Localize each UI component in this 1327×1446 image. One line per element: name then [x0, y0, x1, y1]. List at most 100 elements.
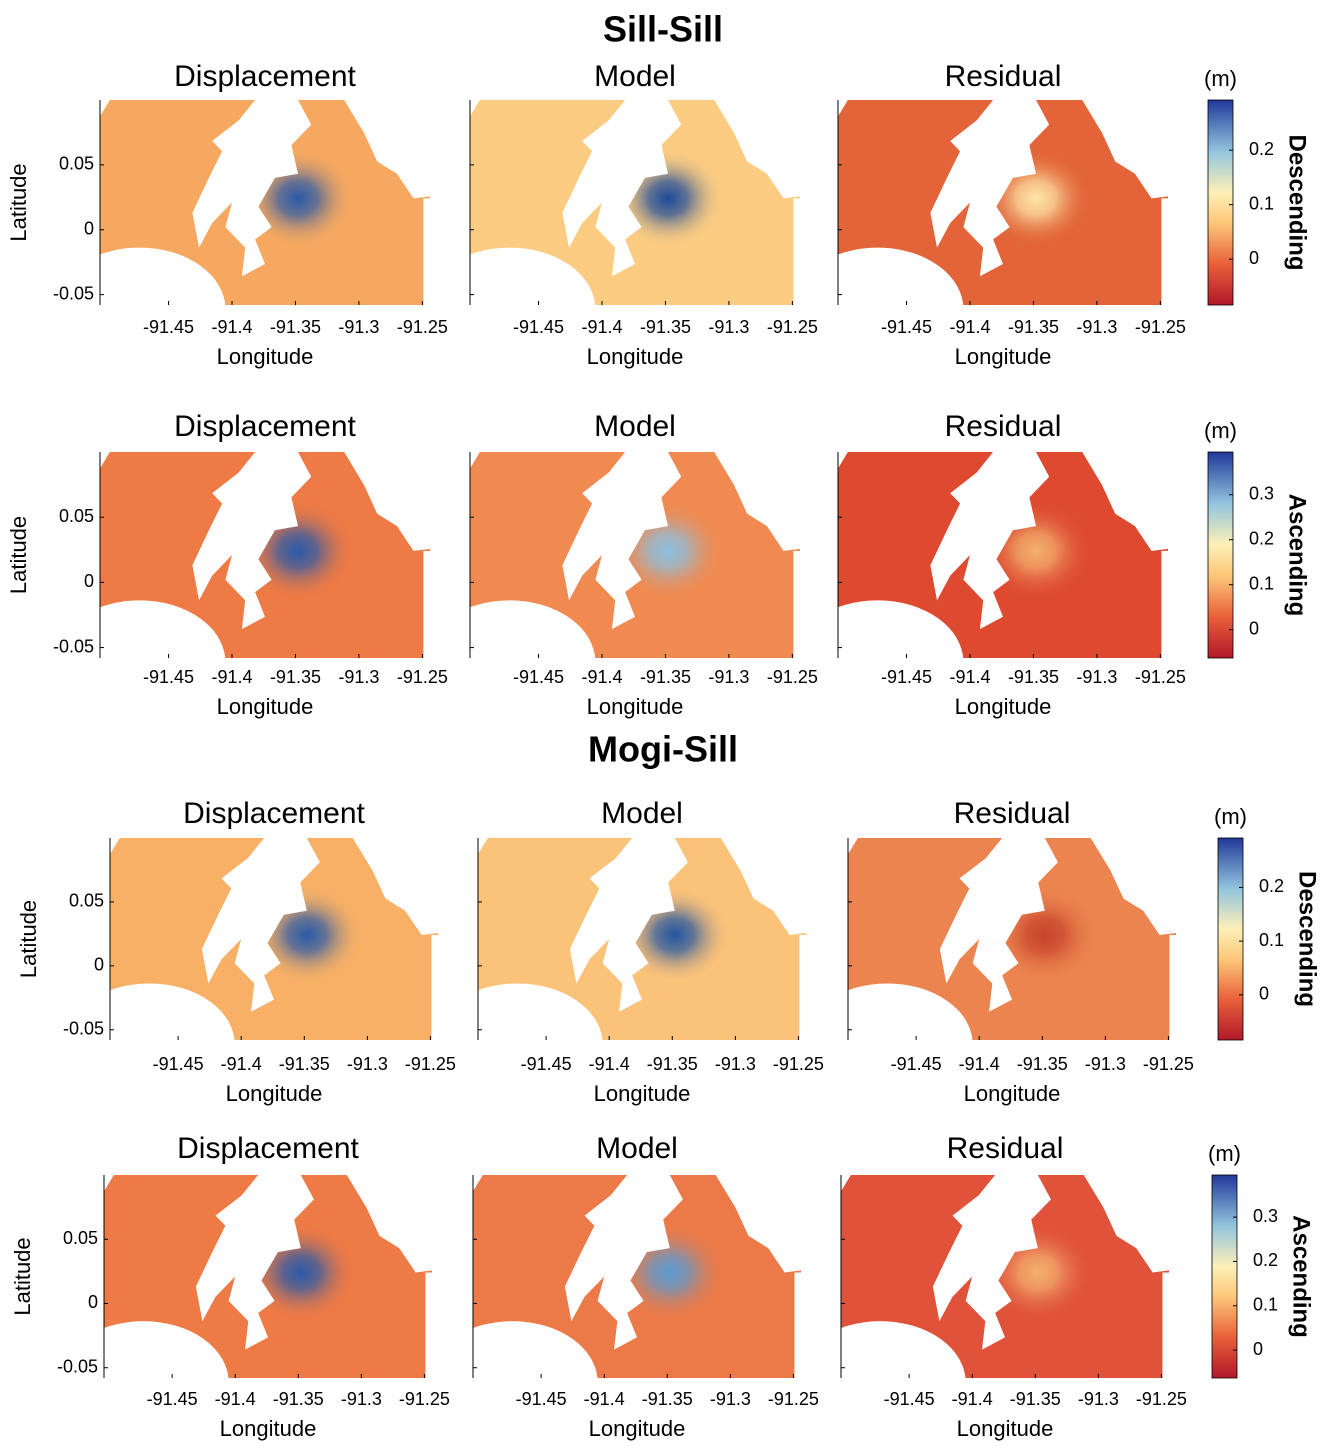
x-tick-label: -91.45 — [147, 1389, 198, 1409]
sea-mask — [795, 1321, 966, 1443]
x-tick-label: -91.4 — [949, 317, 990, 337]
y-tick-label: -0.05 — [53, 283, 94, 303]
x-tick-label: -91.4 — [949, 667, 990, 687]
colorbar-tick-label: 0 — [1259, 984, 1269, 1004]
colorbar-tick-label: 0.2 — [1249, 528, 1274, 548]
x-tick-label: -91.4 — [215, 1389, 256, 1409]
x-tick-label: -91.3 — [1078, 1389, 1119, 1409]
x-tick-label: -91.3 — [347, 1054, 388, 1074]
y-axis-label: Latitude — [6, 516, 31, 594]
x-tick-label: -91.45 — [143, 667, 194, 687]
x-tick-label: -91.4 — [589, 1054, 630, 1074]
panel-title: Residual — [945, 410, 1062, 443]
x-tick-label: -91.4 — [221, 1054, 262, 1074]
panel-title: Residual — [947, 1132, 1064, 1165]
sea-mask — [424, 600, 596, 724]
x-tick-label: -91.25 — [397, 667, 448, 687]
x-axis-label: Longitude — [587, 694, 684, 719]
x-tick-label: -91.3 — [338, 667, 379, 687]
sea-mask — [792, 600, 964, 724]
x-tick-label: -91.3 — [1076, 317, 1117, 337]
panel-title: Residual — [954, 797, 1071, 830]
x-tick-label: -91.25 — [1143, 1054, 1194, 1074]
y-tick-label: -0.05 — [57, 1356, 98, 1376]
orbit-label: Descending — [1294, 871, 1321, 1007]
colorbar — [1212, 1175, 1237, 1378]
colorbar-tick-label: 0.1 — [1249, 573, 1274, 593]
x-axis-label: Longitude — [220, 1416, 317, 1441]
x-tick-label: -91.3 — [1076, 667, 1117, 687]
colorbar-unit: (m) — [1204, 66, 1237, 91]
x-tick-label: -91.25 — [767, 667, 818, 687]
y-tick-label: 0.05 — [63, 1228, 98, 1248]
x-axis-label: Longitude — [955, 344, 1052, 369]
x-tick-label: -91.3 — [338, 317, 379, 337]
x-tick-label: -91.45 — [143, 317, 194, 337]
colorbar-tick-label: 0.2 — [1249, 139, 1274, 159]
sea-mask — [54, 600, 226, 724]
x-tick-label: -91.45 — [884, 1389, 935, 1409]
sea-mask — [54, 248, 226, 371]
y-tick-label: 0.05 — [59, 154, 94, 174]
x-tick-label: -91.35 — [1010, 1389, 1061, 1409]
x-tick-label: -91.35 — [270, 317, 321, 337]
y-axis-label: Latitude — [10, 1237, 35, 1315]
colorbar — [1208, 452, 1233, 658]
x-axis-label: Longitude — [955, 694, 1052, 719]
colorbar-tick-label: 0.3 — [1249, 483, 1274, 503]
colorbar-unit: (m) — [1204, 418, 1237, 443]
y-axis-label: Latitude — [6, 163, 31, 241]
colorbar — [1218, 838, 1243, 1040]
colorbar-tick-label: 0.2 — [1259, 876, 1284, 896]
panel-title: Displacement — [183, 797, 365, 830]
orbit-label: Ascending — [1284, 494, 1311, 617]
x-tick-label: -91.4 — [581, 667, 622, 687]
x-tick-label: -91.45 — [516, 1389, 567, 1409]
y-tick-label: 0.05 — [69, 891, 104, 911]
x-tick-label: -91.35 — [270, 667, 321, 687]
x-tick-label: -91.45 — [513, 667, 564, 687]
x-tick-label: -91.35 — [1017, 1054, 1068, 1074]
sea-mask — [64, 983, 235, 1104]
x-tick-label: -91.3 — [710, 1389, 751, 1409]
x-tick-label: -91.25 — [399, 1389, 450, 1409]
y-tick-label: 0 — [84, 218, 94, 238]
y-tick-label: 0.05 — [59, 506, 94, 526]
sea-mask — [792, 248, 964, 371]
x-tick-label: -91.25 — [1135, 317, 1186, 337]
sea-mask — [424, 248, 596, 371]
colorbar-tick-label: 0.2 — [1253, 1250, 1278, 1270]
x-axis-label: Longitude — [226, 1081, 323, 1106]
sea-mask — [802, 983, 973, 1104]
x-tick-label: -91.3 — [1085, 1054, 1126, 1074]
x-axis-label: Longitude — [217, 344, 314, 369]
sea-mask — [427, 1321, 598, 1443]
y-axis-label: Latitude — [16, 900, 41, 978]
x-axis-label: Longitude — [589, 1416, 686, 1441]
x-axis-label: Longitude — [217, 694, 314, 719]
x-tick-label: -91.4 — [959, 1054, 1000, 1074]
colorbar-tick-label: 0 — [1249, 618, 1259, 638]
x-tick-label: -91.25 — [773, 1054, 824, 1074]
x-tick-label: -91.35 — [1008, 317, 1059, 337]
x-tick-label: -91.45 — [153, 1054, 204, 1074]
orbit-label: Ascending — [1288, 1215, 1315, 1338]
section-title: Mogi-Sill — [588, 729, 738, 770]
figure: Sill-SillDisplacement-91.45-91.4-91.35-9… — [0, 0, 1327, 1446]
x-tick-label: -91.35 — [642, 1389, 693, 1409]
colorbar-tick-label: 0.1 — [1249, 193, 1274, 213]
y-tick-label: -0.05 — [63, 1019, 104, 1039]
sea-mask — [58, 1321, 229, 1443]
x-tick-label: -91.45 — [521, 1054, 572, 1074]
x-tick-label: -91.45 — [881, 667, 932, 687]
x-tick-label: -91.25 — [1135, 667, 1186, 687]
x-tick-label: -91.35 — [273, 1389, 324, 1409]
x-tick-label: -91.45 — [891, 1054, 942, 1074]
panel-title: Displacement — [174, 60, 356, 93]
y-tick-label: 0 — [84, 571, 94, 591]
panel-title: Model — [601, 797, 683, 830]
x-tick-label: -91.35 — [640, 317, 691, 337]
x-tick-label: -91.35 — [279, 1054, 330, 1074]
y-tick-label: 0 — [88, 1292, 98, 1312]
x-tick-label: -91.25 — [1136, 1389, 1187, 1409]
